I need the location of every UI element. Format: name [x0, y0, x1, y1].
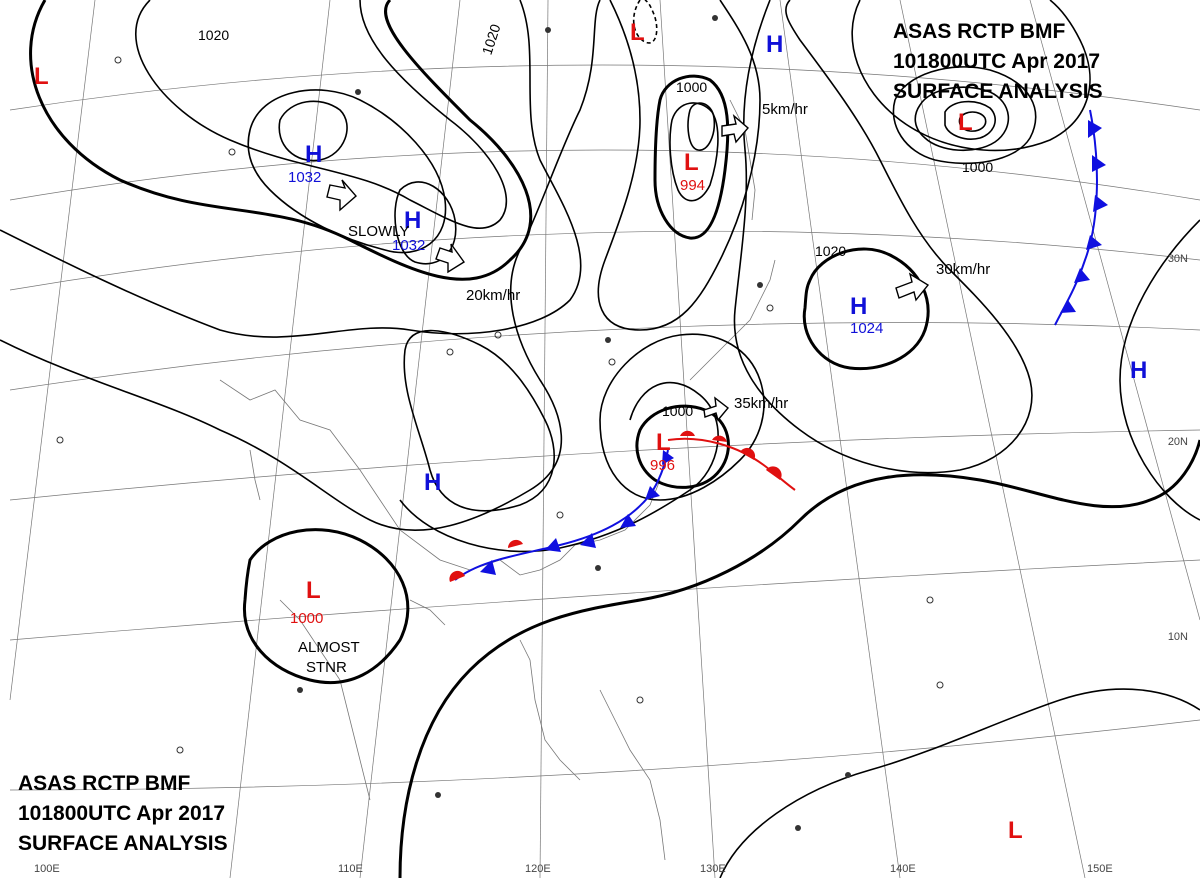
header-line: 101800UTC Apr 2017: [893, 50, 1100, 73]
motion-labels: SLOWLY 20km/hr 5km/hr 30km/hr 35km/hr AL…: [298, 101, 990, 676]
latitude-labels: 30N 20N 10N: [1168, 253, 1188, 643]
header-line: 101800UTC Apr 2017: [18, 802, 225, 825]
lat-label: 20N: [1168, 436, 1188, 448]
motion-label: ALMOST: [298, 639, 360, 656]
header-line: SURFACE ANALYSIS: [18, 832, 228, 855]
header-top-right: ASAS RCTP BMF 101800UTC Apr 2017 SURFACE…: [893, 20, 1103, 103]
motion-arrows: [326, 114, 930, 422]
high-center-symbol: H: [404, 207, 421, 234]
lon-label: 130E: [700, 863, 726, 875]
motion-label: 20km/hr: [466, 287, 520, 304]
motion-label: 35km/hr: [734, 395, 788, 412]
lon-label: 110E: [338, 863, 363, 875]
isobar-labels: 1020 1020 1000 1000 1020 1000: [198, 22, 993, 419]
lon-label: 140E: [890, 863, 916, 875]
lat-label: 30N: [1168, 253, 1188, 265]
cold-front: [454, 109, 1108, 581]
lat-label: 10N: [1168, 631, 1188, 643]
low-center-value: 994: [680, 177, 705, 194]
isobar-label: 1020: [198, 27, 229, 43]
high-center-symbol: H: [766, 31, 783, 58]
header-bottom-left: ASAS RCTP BMF 101800UTC Apr 2017 SURFACE…: [18, 772, 228, 855]
lon-label: 150E: [1087, 863, 1113, 875]
longitude-labels: 100E 110E 120E 130E 140E 150E: [34, 863, 1113, 875]
low-center-value: 996: [650, 457, 675, 474]
high-center-value: 1024: [850, 320, 883, 337]
header-line: ASAS RCTP BMF: [893, 20, 1065, 43]
warm-front: [449, 430, 796, 582]
low-center-symbol: L: [684, 149, 699, 176]
low-center-symbol: L: [1008, 817, 1023, 844]
low-center-symbol: L: [630, 19, 645, 46]
motion-label: 5km/hr: [762, 101, 808, 118]
graticule: [9, 0, 1200, 878]
motion-label: SLOWLY: [348, 223, 409, 240]
lon-label: 100E: [34, 863, 60, 875]
low-center-symbol: L: [34, 63, 49, 90]
lon-label: 120E: [525, 863, 551, 875]
high-pressure-centers: H 1032 H 1032 H 1024 H H H: [288, 31, 1147, 496]
header-line: ASAS RCTP BMF: [18, 772, 190, 795]
isobar-label: 1000: [662, 403, 693, 419]
isobar-label: 1020: [815, 243, 846, 259]
isobar-label: 1000: [962, 159, 993, 175]
high-center-symbol: H: [305, 141, 322, 168]
station-plots: [56, 15, 944, 831]
low-center-symbol: L: [958, 109, 973, 136]
high-center-value: 1032: [288, 169, 321, 186]
motion-label: STNR: [306, 659, 347, 676]
low-center-value: 1000: [290, 610, 323, 627]
high-center-symbol: H: [424, 469, 441, 496]
motion-label: 30km/hr: [936, 261, 990, 278]
low-center-symbol: L: [656, 429, 671, 456]
high-center-symbol: H: [1130, 357, 1147, 384]
header-line: SURFACE ANALYSIS: [893, 80, 1103, 103]
high-center-symbol: H: [850, 293, 867, 320]
isobar-label: 1000: [676, 79, 707, 95]
low-pressure-centers: L 994 L 996 L 1000 L L L L: [34, 19, 1023, 844]
high-center-value: 1032: [392, 237, 425, 254]
low-center-symbol: L: [306, 577, 321, 604]
